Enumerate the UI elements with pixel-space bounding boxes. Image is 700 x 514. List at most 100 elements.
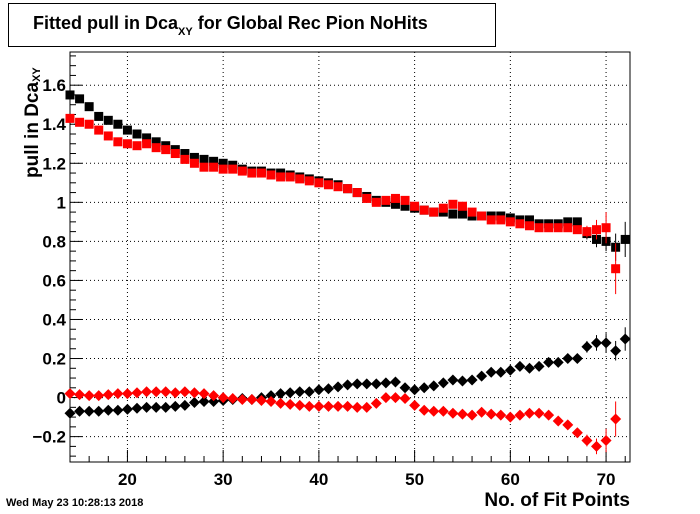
data-point-square	[84, 102, 94, 112]
y-tick-label: 1.4	[42, 115, 66, 134]
data-point-square	[151, 143, 161, 153]
data-point-diamond	[265, 390, 277, 402]
data-point-diamond	[342, 400, 354, 412]
data-point-diamond	[389, 376, 401, 388]
data-point-square	[75, 94, 85, 104]
data-point-diamond	[150, 386, 162, 398]
data-point-square	[237, 166, 247, 176]
data-point-diamond	[131, 387, 143, 399]
y-tick-label: 0	[57, 389, 66, 408]
data-point-square	[505, 217, 515, 227]
data-point-diamond	[590, 337, 602, 349]
data-point-diamond	[322, 383, 334, 395]
data-point-diamond	[131, 402, 143, 414]
data-point-diamond	[466, 409, 478, 421]
data-point-square	[266, 170, 276, 180]
data-point-square	[209, 162, 219, 172]
data-point-diamond	[389, 392, 401, 404]
data-point-diamond	[236, 394, 248, 406]
data-point-diamond	[93, 390, 105, 402]
data-point-diamond	[351, 401, 363, 413]
data-point-diamond	[543, 356, 555, 368]
data-point-diamond	[581, 341, 593, 353]
data-point-diamond	[83, 390, 95, 402]
data-point-diamond	[495, 409, 507, 421]
data-point-diamond	[600, 337, 612, 349]
data-point-diamond	[543, 409, 555, 421]
data-point-diamond	[342, 379, 354, 391]
data-point-diamond	[370, 378, 382, 390]
data-point-square	[94, 111, 104, 121]
data-point-diamond	[179, 386, 191, 398]
data-point-diamond	[504, 411, 516, 423]
data-point-square	[256, 168, 266, 178]
data-point-diamond	[83, 405, 95, 417]
data-point-diamond	[399, 393, 411, 405]
data-point-square	[524, 215, 534, 225]
data-point-diamond	[227, 393, 239, 405]
data-point-diamond	[485, 408, 497, 420]
data-point-square	[553, 223, 563, 233]
data-point-square	[161, 145, 171, 155]
data-point-square	[94, 125, 104, 135]
data-point-diamond	[313, 400, 325, 412]
data-point-square	[429, 207, 439, 217]
data-point-square	[180, 149, 190, 159]
data-point-diamond	[456, 408, 468, 420]
y-tick-label: 0.2	[42, 350, 66, 369]
data-point-diamond	[456, 375, 468, 387]
data-point-square	[189, 152, 199, 162]
data-point-diamond	[571, 427, 583, 439]
y-tick-label: 1.2	[42, 154, 66, 173]
data-point-square	[410, 201, 420, 211]
data-point-square	[199, 154, 209, 164]
data-point-diamond	[552, 356, 564, 368]
data-point-diamond	[246, 394, 258, 406]
data-point-square	[563, 217, 573, 227]
x-tick-label: 50	[405, 470, 424, 489]
data-point-diamond	[562, 353, 574, 365]
data-point-diamond	[619, 333, 631, 345]
data-point-diamond	[399, 382, 411, 394]
data-point-square	[103, 115, 113, 125]
data-point-diamond	[141, 401, 153, 413]
data-point-diamond	[351, 378, 363, 390]
data-point-square	[400, 201, 410, 211]
y-axis-title-main: pull in Dca	[22, 81, 43, 178]
data-point-square	[457, 201, 467, 211]
data-point-square	[189, 158, 199, 168]
data-point-square	[218, 158, 228, 168]
data-point-diamond	[523, 407, 535, 419]
data-point-square	[381, 195, 391, 205]
timestamp: Wed May 23 10:28:13 2018	[6, 497, 144, 509]
data-point-diamond	[380, 392, 392, 404]
chart-title-subscript: XY	[178, 26, 193, 38]
data-point-diamond	[102, 389, 114, 401]
data-point-square	[591, 225, 601, 235]
data-point-diamond	[284, 387, 296, 399]
data-point-diamond	[495, 366, 507, 378]
data-point-diamond	[332, 381, 344, 393]
data-point-diamond	[600, 435, 612, 447]
data-point-square	[276, 172, 286, 182]
data-point-diamond	[590, 440, 602, 452]
y-tick-label: −0.2	[32, 428, 66, 447]
data-point-diamond	[409, 399, 421, 411]
data-point-square	[199, 162, 209, 172]
data-point-square	[563, 223, 573, 233]
data-point-square	[113, 119, 123, 129]
data-point-square	[113, 137, 123, 147]
data-point-square	[142, 139, 152, 149]
data-point-diamond	[428, 405, 440, 417]
data-point-diamond	[523, 362, 535, 374]
data-point-square	[544, 223, 554, 233]
data-point-diamond	[121, 388, 133, 400]
data-point-diamond	[466, 374, 478, 386]
x-tick-label: 70	[597, 470, 616, 489]
data-point-square	[285, 172, 295, 182]
data-point-square	[448, 199, 458, 209]
data-point-diamond	[581, 435, 593, 447]
data-point-square	[486, 215, 496, 225]
y-tick-label: 1	[57, 193, 66, 212]
